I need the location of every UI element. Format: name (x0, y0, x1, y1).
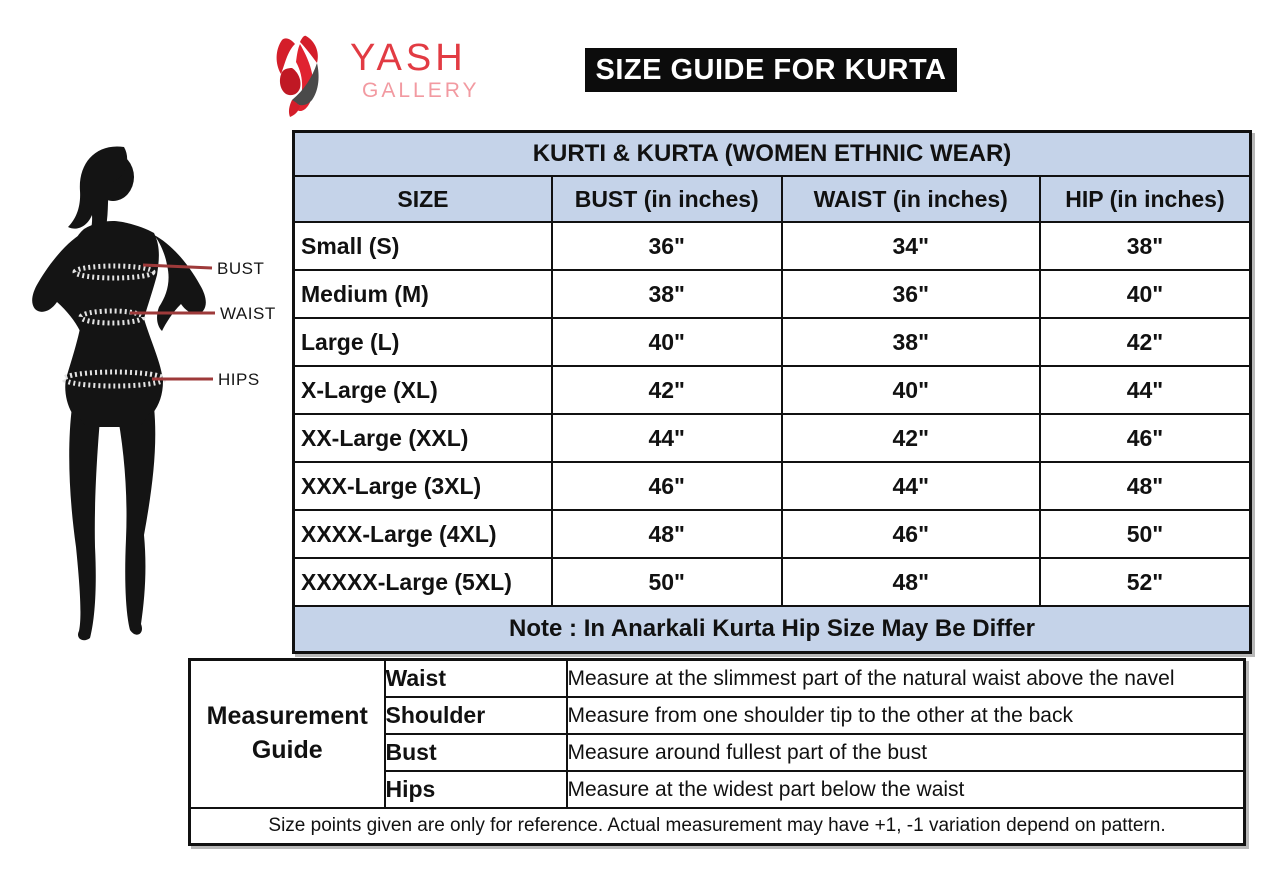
bust-cell: 46" (550, 461, 783, 511)
bust-cell: 42" (550, 365, 783, 415)
hips-label: HIPS (218, 370, 260, 389)
female-measurement-figure: BUST WAIST HIPS (32, 146, 276, 641)
waist-cell: 42" (780, 413, 1041, 463)
brand-name: YASH (350, 37, 467, 79)
measure-description: Measure from one shoulder tip to the oth… (565, 696, 1246, 735)
yash-gallery-logo: YASH GALLERY (272, 34, 480, 120)
column-header-waist: WAIST (in inches) (780, 175, 1041, 223)
anarkali-note: Note : In Anarkali Kurta Hip Size May Be… (292, 605, 1252, 654)
measure-label: Hips (383, 770, 568, 809)
hip-cell: 46" (1038, 413, 1252, 463)
column-header-size: SIZE (292, 175, 553, 223)
bust-label: BUST (217, 259, 264, 278)
reference-footnote-row: Size points given are only for reference… (188, 807, 1246, 846)
brand-subname: GALLERY (362, 79, 480, 103)
waist-cell: 34" (780, 221, 1041, 271)
bust-cell: 36" (550, 221, 783, 271)
table-row: XXXXX-Large (5XL) 50" 48" 52" (292, 557, 1252, 607)
waist-cell: 36" (780, 269, 1041, 319)
measure-description: Measure around fullest part of the bust (565, 733, 1246, 772)
reference-footnote: Size points given are only for reference… (188, 807, 1246, 846)
bust-band (72, 263, 156, 281)
table-row: Shoulder Measure from one shoulder tip t… (190, 696, 1246, 735)
size-cell: Large (L) (292, 317, 553, 367)
waist-cell: 40" (780, 365, 1041, 415)
measure-label: Bust (383, 733, 568, 772)
table-row: XXXX-Large (4XL) 48" 46" 50" (292, 509, 1252, 559)
size-cell: XXX-Large (3XL) (292, 461, 553, 511)
waist-label: WAIST (220, 304, 276, 323)
waist-cell: 44" (780, 461, 1041, 511)
table-row: XX-Large (XXL) 44" 42" 46" (292, 413, 1252, 463)
bust-leader-line (142, 263, 213, 270)
column-header-bust: BUST (in inches) (550, 175, 783, 223)
hip-cell: 42" (1038, 317, 1252, 367)
measure-description: Measure at the widest part below the wai… (565, 770, 1246, 809)
table-row: Large (L) 40" 38" 42" (292, 317, 1252, 367)
page-title: SIZE GUIDE FOR KURTA (595, 53, 947, 86)
table-row: X-Large (XL) 42" 40" 44" (292, 365, 1252, 415)
size-cell: Small (S) (292, 221, 553, 271)
table-row: XXX-Large (3XL) 46" 44" 48" (292, 461, 1252, 511)
bust-cell: 48" (550, 509, 783, 559)
bust-cell: 50" (550, 557, 783, 607)
hip-cell: 48" (1038, 461, 1252, 511)
waist-cell: 46" (780, 509, 1041, 559)
size-table-note-row: Note : In Anarkali Kurta Hip Size May Be… (292, 605, 1252, 654)
waist-cell: 38" (780, 317, 1041, 367)
measurement-guide-table: Measurement Guide Waist Measure at the s… (188, 658, 1246, 846)
hip-cell: 38" (1038, 221, 1252, 271)
bust-cell: 38" (550, 269, 783, 319)
waist-band (78, 308, 146, 326)
waist-cell: 48" (780, 557, 1041, 607)
hip-cell: 50" (1038, 509, 1252, 559)
table-row: Small (S) 36" 34" 38" (292, 221, 1252, 271)
measure-description: Measure at the slimmest part of the natu… (565, 658, 1246, 698)
size-table-title: KURTI & KURTA (WOMEN ETHNIC WEAR) (292, 130, 1252, 177)
page-title-bar: SIZE GUIDE FOR KURTA (585, 48, 957, 92)
size-table-title-row: KURTI & KURTA (WOMEN ETHNIC WEAR) (292, 130, 1252, 177)
measure-label: Waist (383, 658, 568, 698)
kurta-size-table: KURTI & KURTA (WOMEN ETHNIC WEAR) SIZE B… (292, 130, 1252, 654)
hip-cell: 52" (1038, 557, 1252, 607)
hip-cell: 40" (1038, 269, 1252, 319)
table-row: Measurement Guide Waist Measure at the s… (188, 658, 1246, 809)
size-cell: XXXX-Large (4XL) (292, 509, 553, 559)
size-cell: Medium (M) (292, 269, 553, 319)
size-table-header-row: SIZE BUST (in inches) WAIST (in inches) … (292, 175, 1252, 223)
size-cell: XX-Large (XXL) (292, 413, 553, 463)
table-row: Medium (M) 38" 36" 40" (292, 269, 1252, 319)
yash-gallery-logo-text: YASH GALLERY (350, 34, 480, 103)
column-header-hip: HIP (in inches) (1038, 175, 1252, 223)
measurement-guide-title: Measurement Guide (188, 658, 386, 809)
size-cell: X-Large (XL) (292, 365, 553, 415)
hip-cell: 44" (1038, 365, 1252, 415)
table-row: Bust Measure around fullest part of the … (190, 733, 1246, 772)
measure-label: Shoulder (383, 696, 568, 735)
yash-gallery-logo-icon (276, 35, 319, 117)
bust-cell: 44" (550, 413, 783, 463)
size-cell: XXXXX-Large (5XL) (292, 557, 553, 607)
table-row: Hips Measure at the widest part below th… (190, 770, 1246, 809)
bust-cell: 40" (550, 317, 783, 367)
